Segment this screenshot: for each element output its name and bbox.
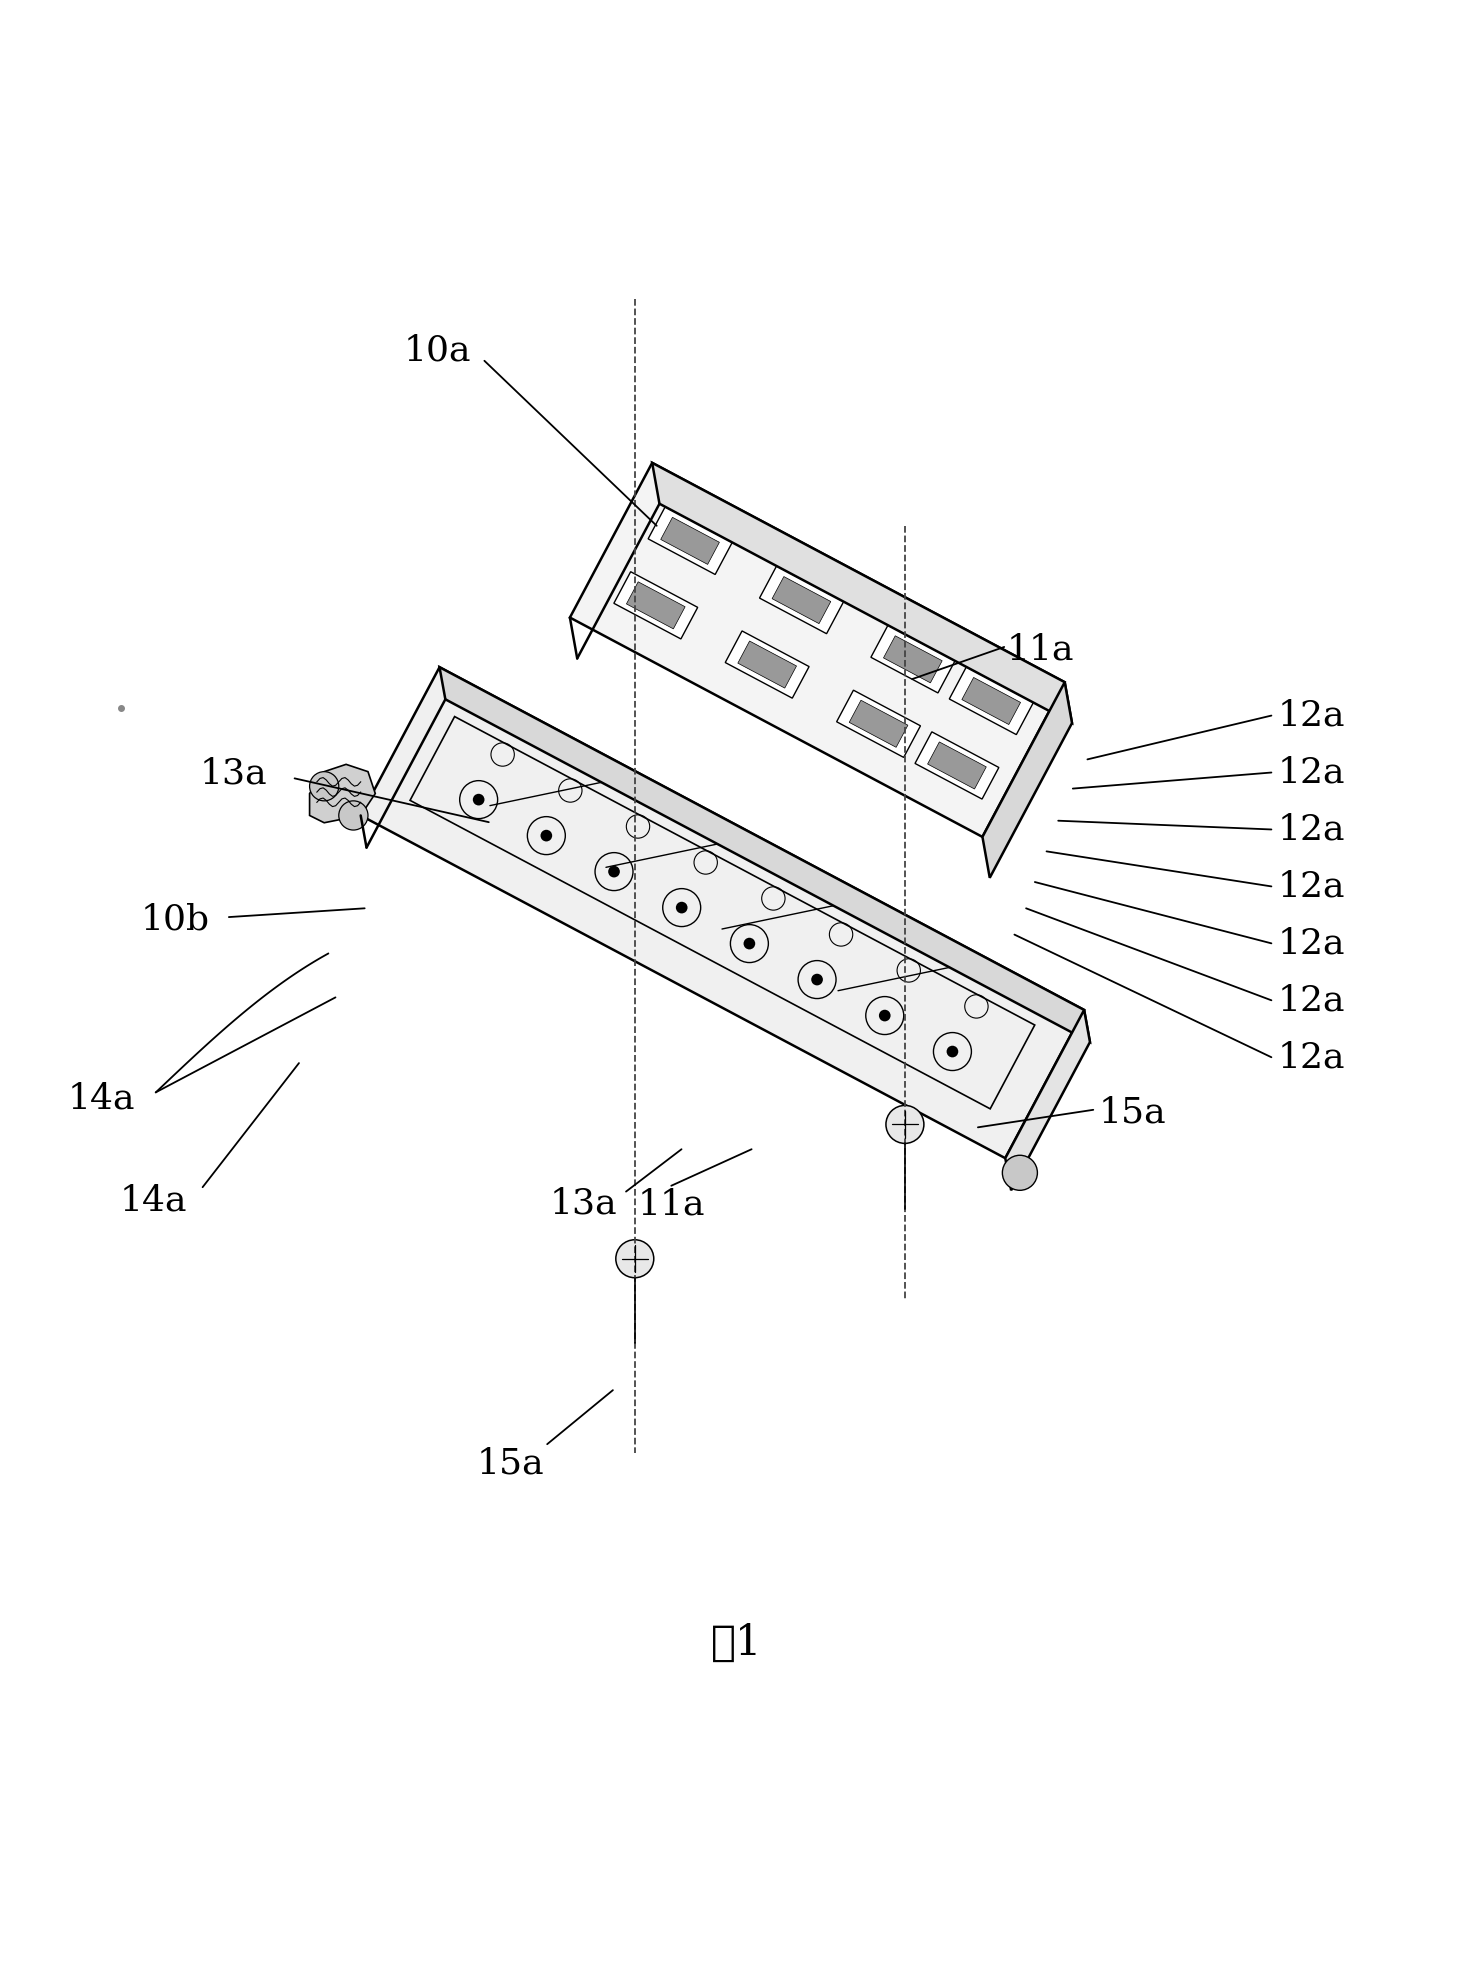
Text: 12a: 12a [1278, 1041, 1344, 1074]
Text: 10b: 10b [140, 904, 209, 937]
Text: 12a: 12a [1278, 983, 1344, 1017]
Polygon shape [983, 683, 1072, 878]
Text: 12a: 12a [1278, 812, 1344, 846]
Polygon shape [949, 667, 1033, 735]
Polygon shape [837, 691, 920, 757]
Circle shape [609, 866, 621, 878]
Polygon shape [660, 516, 719, 564]
Polygon shape [849, 701, 908, 747]
Circle shape [743, 937, 755, 949]
Text: 15a: 15a [1100, 1096, 1167, 1130]
Circle shape [879, 1009, 890, 1021]
Polygon shape [883, 636, 942, 683]
Circle shape [811, 973, 822, 985]
Text: 11a: 11a [638, 1188, 705, 1221]
Circle shape [1002, 1156, 1038, 1190]
Polygon shape [963, 677, 1020, 725]
Text: 13a: 13a [550, 1186, 618, 1219]
Circle shape [886, 1106, 924, 1144]
Text: 13a: 13a [199, 757, 267, 790]
Polygon shape [570, 463, 1064, 836]
Text: 14a: 14a [119, 1184, 187, 1217]
Polygon shape [772, 576, 831, 624]
Polygon shape [871, 626, 955, 693]
Polygon shape [1005, 1011, 1089, 1190]
Text: 12a: 12a [1278, 699, 1344, 733]
Circle shape [541, 830, 553, 842]
Polygon shape [915, 733, 999, 798]
Polygon shape [759, 566, 843, 634]
Text: 12a: 12a [1278, 925, 1344, 961]
Polygon shape [613, 572, 697, 639]
Circle shape [310, 773, 339, 800]
Polygon shape [361, 667, 1083, 1158]
Polygon shape [649, 506, 733, 574]
Polygon shape [738, 641, 796, 687]
Text: 11a: 11a [1007, 634, 1075, 667]
Circle shape [677, 902, 687, 914]
Circle shape [339, 800, 368, 830]
Polygon shape [310, 765, 376, 822]
Text: 12a: 12a [1278, 755, 1344, 790]
Polygon shape [626, 582, 685, 630]
Text: 14a: 14a [68, 1080, 136, 1114]
Polygon shape [652, 463, 1072, 723]
Text: 10a: 10a [404, 334, 472, 367]
Circle shape [946, 1047, 958, 1057]
Circle shape [473, 794, 485, 806]
Polygon shape [439, 667, 1089, 1043]
Circle shape [616, 1239, 654, 1277]
Text: 12a: 12a [1278, 870, 1344, 904]
Text: 图1: 图1 [712, 1623, 762, 1664]
Polygon shape [927, 743, 986, 788]
Text: 15a: 15a [478, 1446, 544, 1480]
Polygon shape [725, 632, 809, 699]
